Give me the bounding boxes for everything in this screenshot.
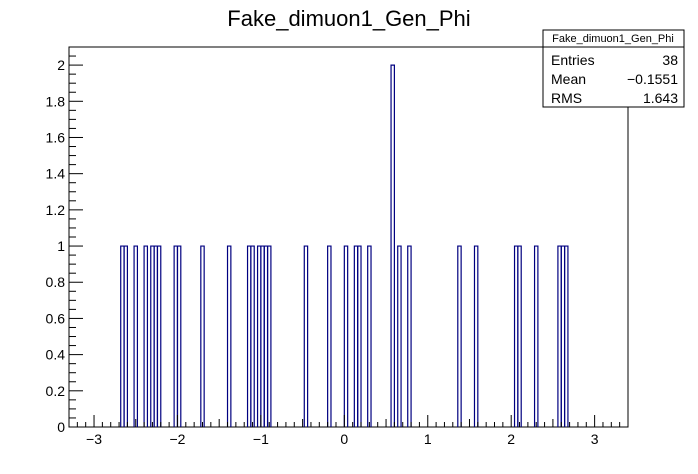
histogram-bar — [176, 245, 182, 427]
x-axis: −3 −2 −1 0 1 2 3 — [68, 415, 629, 447]
histogram-bar — [133, 245, 139, 427]
histogram-bar — [533, 245, 539, 427]
histogram-bar — [367, 245, 372, 427]
stats-rms-value: 1.643 — [643, 90, 678, 106]
chart-title: Fake_dimuon1_Gen_Phi — [227, 6, 470, 31]
histogram-bar — [327, 245, 332, 427]
histogram-bar — [156, 245, 162, 427]
y-tick-label: 0 — [57, 419, 65, 435]
stats-entries-label: Entries — [551, 52, 595, 68]
histogram-bar — [343, 245, 349, 427]
y-tick-label: 1.6 — [46, 129, 66, 145]
x-tick-label: −2 — [169, 431, 185, 447]
y-tick-label: 0.4 — [46, 347, 66, 363]
y-tick-label: 1 — [57, 238, 65, 254]
histogram-bar — [397, 245, 402, 427]
y-tick-label: 1.4 — [46, 166, 66, 182]
stats-box: Fake_dimuon1_Gen_Phi Entries 38 Mean −0.… — [542, 29, 685, 108]
histogram-bar — [390, 64, 395, 427]
x-tick-label: 2 — [507, 431, 515, 447]
x-tick-label: 1 — [424, 431, 432, 447]
histogram-bar — [250, 245, 255, 427]
histogram-bar — [407, 245, 412, 427]
histogram-bar — [143, 245, 149, 427]
histogram-bar — [473, 245, 479, 427]
histogram-bar — [303, 245, 309, 427]
histogram-bar — [266, 245, 272, 427]
histogram-bars — [120, 64, 569, 427]
histogram-bar — [517, 245, 522, 427]
histogram-bar — [357, 245, 362, 427]
y-axis: 0 0.2 0.4 0.6 0.8 1 1.2 1.4 1.6 1.8 2 — [46, 46, 83, 435]
y-tick-label: 0.8 — [46, 274, 66, 290]
x-tick-label: −1 — [253, 431, 269, 447]
y-tick-label: 1.2 — [46, 202, 66, 218]
y-tick-label: 1.8 — [46, 93, 66, 109]
stats-box-title: Fake_dimuon1_Gen_Phi — [552, 33, 674, 45]
stats-mean-label: Mean — [551, 71, 586, 87]
histogram-bar — [457, 245, 462, 427]
histogram-bar — [563, 245, 569, 427]
y-tick-label: 0.2 — [46, 383, 66, 399]
stats-entries-value: 38 — [662, 52, 678, 68]
stats-rms-label: RMS — [551, 90, 582, 106]
y-tick-label: 0.6 — [46, 310, 66, 326]
stats-mean-value: −0.1551 — [627, 71, 678, 87]
histogram-bar — [123, 245, 129, 427]
histogram-bar — [226, 245, 232, 427]
x-tick-label: 0 — [340, 431, 348, 447]
histogram-bar — [200, 245, 205, 427]
x-tick-label: 3 — [591, 431, 599, 447]
x-tick-label: −3 — [86, 431, 102, 447]
y-tick-label: 2 — [57, 57, 65, 73]
